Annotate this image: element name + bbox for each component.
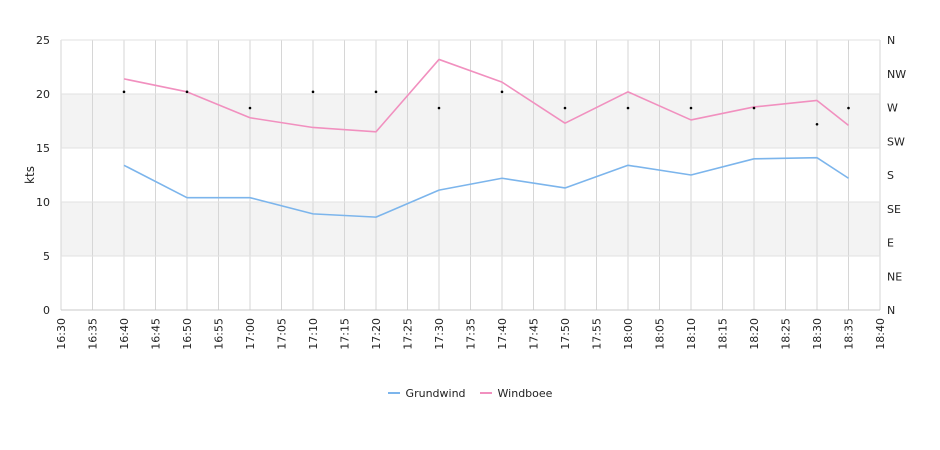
y2-tick-label: S <box>887 169 894 182</box>
y2-tick-label: NE <box>887 270 902 283</box>
y-tick-label: 20 <box>36 88 50 101</box>
direction-markers <box>122 90 850 126</box>
legend-label-windboee: Windboee <box>497 386 553 400</box>
y-axis-ticks: 0 5 10 15 20 25 <box>36 34 50 317</box>
x-tick-label: 18:05 <box>654 318 667 350</box>
x-tick-label: 17:25 <box>402 318 415 350</box>
x-tick-label: 17:10 <box>307 318 320 350</box>
x-tick-label: 17:55 <box>591 318 604 350</box>
x-axis-ticks: 16:30 16:35 16:40 16:45 16:50 16:55 17:00 17:05… <box>55 318 887 350</box>
direction-marker <box>563 106 567 110</box>
x-tick-label: 18:20 <box>748 318 761 350</box>
y-tick-label: 25 <box>36 34 50 47</box>
x-tick-label: 18:35 <box>843 318 856 350</box>
direction-marker <box>815 122 819 126</box>
y-tick-label: 10 <box>36 196 50 209</box>
x-tick-label: 16:55 <box>213 318 226 350</box>
legend-swatch-grundwind <box>387 392 400 394</box>
legend-swatch-windboee <box>479 392 492 394</box>
x-tick-label: 17:15 <box>339 318 352 350</box>
y-axis-label: kts <box>23 166 37 184</box>
x-tick-label: 17:45 <box>528 318 541 350</box>
x-tick-label: 17:35 <box>465 318 478 350</box>
y2-tick-label: NW <box>887 68 906 81</box>
x-tick-label: 17:30 <box>433 318 446 350</box>
x-tick-label: 16:45 <box>150 318 163 350</box>
direction-marker <box>248 106 252 110</box>
y2-tick-label: E <box>887 237 894 250</box>
grid-lines <box>60 39 881 311</box>
direction-marker <box>847 106 850 110</box>
legend: Grundwind Windboee <box>0 385 940 401</box>
x-tick-label: 17:50 <box>559 318 572 350</box>
x-tick-label: 18:40 <box>874 318 887 350</box>
direction-marker <box>689 106 693 110</box>
direction-marker <box>311 90 315 94</box>
x-tick-label: 16:30 <box>55 318 68 350</box>
direction-marker <box>437 106 441 110</box>
x-tick-label: 18:30 <box>811 318 824 350</box>
y2-axis-ticks: N NE E SE S SW W NW N <box>887 34 906 317</box>
x-tick-label: 16:40 <box>118 318 131 350</box>
y2-tick-label: N <box>887 34 895 47</box>
direction-marker <box>626 106 630 110</box>
legend-label-grundwind: Grundwind <box>405 386 466 400</box>
direction-marker <box>752 106 756 110</box>
x-tick-label: 17:05 <box>276 318 289 350</box>
y2-tick-label: SW <box>887 135 905 148</box>
legend-item-windboee[interactable]: Windboee <box>479 386 553 400</box>
x-tick-label: 16:50 <box>181 318 194 350</box>
x-tick-label: 17:20 <box>370 318 383 350</box>
y2-tick-label: SE <box>887 203 901 216</box>
x-tick-label: 17:00 <box>244 318 257 350</box>
direction-marker <box>122 90 126 94</box>
legend-item-grundwind[interactable]: Grundwind <box>387 386 466 400</box>
x-tick-label: 18:00 <box>622 318 635 350</box>
x-tick-label: 18:15 <box>717 318 730 350</box>
x-tick-label: 18:10 <box>685 318 698 350</box>
x-tick-label: 18:25 <box>780 318 793 350</box>
y-tick-label: 5 <box>43 250 50 263</box>
y2-tick-label: W <box>887 102 898 115</box>
direction-marker <box>374 90 378 94</box>
direction-marker <box>500 90 504 94</box>
direction-marker <box>185 90 189 94</box>
series-line-grundwind <box>123 156 849 218</box>
y-tick-label: 0 <box>43 304 50 317</box>
x-tick-label: 16:35 <box>87 318 100 350</box>
y-tick-label: 15 <box>36 142 50 155</box>
y2-tick-label: N <box>887 304 895 317</box>
x-tick-label: 17:40 <box>496 318 509 350</box>
